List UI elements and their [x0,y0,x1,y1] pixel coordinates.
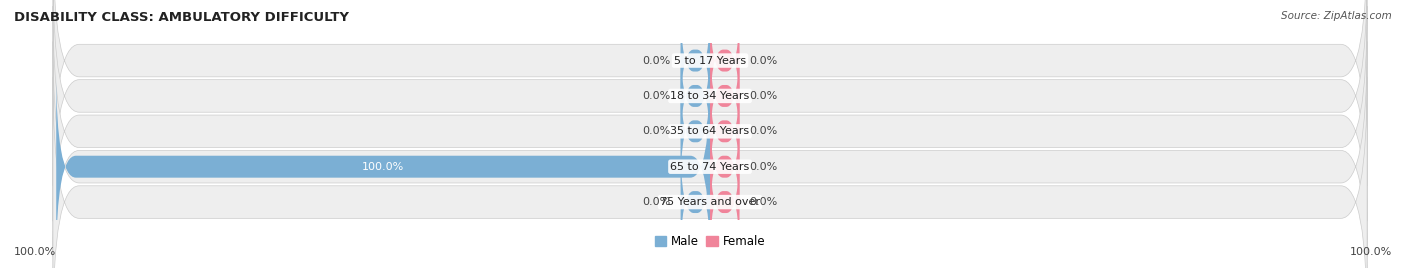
FancyBboxPatch shape [710,142,740,262]
Text: 0.0%: 0.0% [749,91,778,101]
Text: 0.0%: 0.0% [749,162,778,172]
Text: 0.0%: 0.0% [643,126,671,136]
FancyBboxPatch shape [53,6,1367,256]
Text: 75 Years and over: 75 Years and over [659,197,761,207]
Text: 0.0%: 0.0% [643,91,671,101]
Text: 5 to 17 Years: 5 to 17 Years [673,55,747,66]
FancyBboxPatch shape [710,72,740,191]
Text: DISABILITY CLASS: AMBULATORY DIFFICULTY: DISABILITY CLASS: AMBULATORY DIFFICULTY [14,11,349,24]
FancyBboxPatch shape [710,1,740,120]
Text: 0.0%: 0.0% [749,197,778,207]
Text: 100.0%: 100.0% [361,162,405,172]
Text: 100.0%: 100.0% [14,247,56,257]
FancyBboxPatch shape [681,1,710,120]
FancyBboxPatch shape [56,72,710,262]
Text: 0.0%: 0.0% [643,197,671,207]
Text: 0.0%: 0.0% [749,55,778,66]
FancyBboxPatch shape [710,36,740,156]
FancyBboxPatch shape [681,36,710,156]
FancyBboxPatch shape [681,72,710,191]
Text: 0.0%: 0.0% [643,55,671,66]
Legend: Male, Female: Male, Female [650,230,770,253]
FancyBboxPatch shape [53,0,1367,186]
Text: 65 to 74 Years: 65 to 74 Years [671,162,749,172]
FancyBboxPatch shape [710,107,740,226]
FancyBboxPatch shape [53,0,1367,221]
Text: 35 to 64 Years: 35 to 64 Years [671,126,749,136]
Text: 18 to 34 Years: 18 to 34 Years [671,91,749,101]
Text: Source: ZipAtlas.com: Source: ZipAtlas.com [1281,11,1392,21]
FancyBboxPatch shape [53,42,1367,268]
FancyBboxPatch shape [53,77,1367,268]
FancyBboxPatch shape [681,142,710,262]
Text: 0.0%: 0.0% [749,126,778,136]
Text: 100.0%: 100.0% [1350,247,1392,257]
